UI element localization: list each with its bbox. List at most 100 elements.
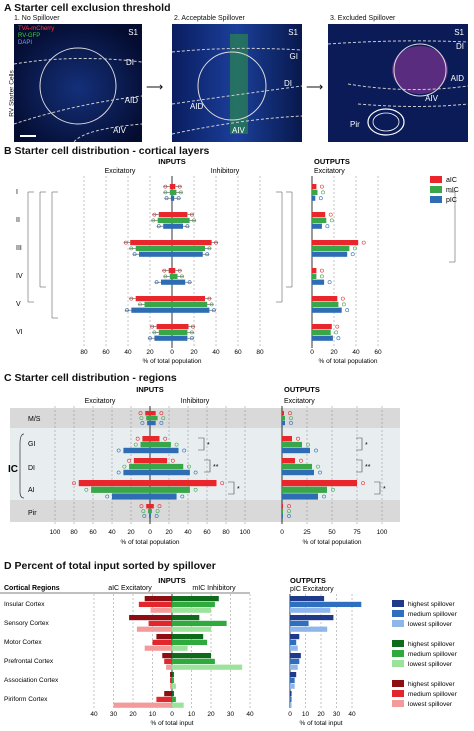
legend-swatch [392,690,404,697]
excitatory-label: Excitatory [105,168,136,175]
outputs-excitatory-label: Excitatory [314,168,345,175]
tick-label: 20 [146,349,154,356]
region-label: AIV [113,126,126,135]
region-label: DI [126,58,134,67]
row-label: AI [28,487,35,494]
arrow-icon: ⟶ [306,80,324,94]
bar-out-pIC [282,420,285,426]
tick-label: 20 [129,711,137,718]
tick-label: 20 [190,349,198,356]
significance-mark: * [383,486,386,493]
bar-out-aIC [282,504,283,509]
region-label: S1 [454,28,464,37]
bar-aic-1 [164,658,172,664]
data-point [287,504,291,509]
data-point [178,190,183,195]
bar-aic-1 [148,620,172,626]
data-point [319,184,324,189]
data-point [207,296,212,301]
region-label: GI [289,52,298,61]
ic-label: IC [8,464,18,475]
row-label: Pir [28,510,37,517]
tick-label: 40 [124,349,132,356]
legend-swatch [392,660,404,667]
arrow-icon: ⟶ [146,80,164,94]
row-label: M/S [28,416,41,423]
data-point [341,302,346,307]
bar-exc-pIC [112,493,150,500]
tick-label: 10 [149,711,157,718]
legend-mcherry: TVA-mCherry [18,26,55,32]
bar-aic-2 [136,626,172,632]
significance-bracket [356,459,363,473]
data-point [135,436,140,441]
bar-inh-mIC [172,245,205,251]
tick-label: 25 [303,529,311,536]
bar-out-mIC [282,415,285,421]
data-point [138,302,143,307]
data-point [325,224,330,229]
bar-mic-2 [172,683,176,689]
bar-mic-2 [172,607,211,613]
bar-out-pIC [282,447,310,454]
bar-out-mIC [282,463,312,470]
bar-aic-0 [144,596,172,602]
bar-out-pIC [312,307,342,313]
bar-out-aIC [312,296,338,302]
data-point [192,218,196,223]
tick-label: 20 [127,529,135,536]
data-point [129,246,134,251]
x-axis-label: % of total input [300,720,343,727]
bar-out-mIC [312,189,318,195]
region-label: AIV [232,126,245,135]
legend-swatch [392,650,404,657]
bar-mic-1 [172,658,215,664]
data-point [319,274,324,279]
inputs-header: INPUTS [158,157,186,166]
legend-label: lowest spillover [408,701,453,708]
data-point [150,324,155,329]
bar-exc-pIC [123,447,150,454]
legend-label: highest spillover [408,681,455,688]
tick-label: 20 [317,711,325,718]
bar-inh-pIC [150,513,151,519]
bar-mic-2 [172,626,211,632]
bar-inh-aIC [150,411,156,416]
significance-bracket [39,191,46,288]
region-label: Piriform Cortex [4,696,48,703]
data-point [334,330,339,335]
region-label: Sensory Cortex [4,620,50,627]
bar-aic-2 [144,645,172,651]
data-point [288,411,292,416]
bar-out-aIC [282,436,292,442]
legend-label: lowest spillover [408,661,453,668]
significance-bracket [198,437,205,451]
tick-label: 100 [240,529,251,536]
tick-label: 50 [328,529,336,536]
data-point [207,246,212,251]
tick-label: 40 [352,349,360,356]
bar-exc-mIC [157,217,172,223]
bar-aic-2 [150,607,172,613]
tick-label: 40 [246,711,254,718]
bar-aic-1 [152,639,172,645]
data-point [287,509,291,514]
bar-pic-0 [290,596,325,602]
bar-inh-pIC [172,279,186,285]
bar-exc-aIC [133,458,150,464]
tick-label: 10 [302,711,310,718]
data-point [328,212,333,217]
data-point [72,481,76,486]
bar-mic-0 [172,691,174,697]
bar-out-mIC [282,486,327,493]
bar-aic-0 [162,653,172,659]
region-label: Association Cortex [4,677,59,684]
bar-exc-pIC [149,513,150,519]
bar-out-mIC [312,273,317,279]
data-point [211,308,216,313]
tick-label: 40 [212,349,220,356]
tick-label: 100 [377,529,388,536]
data-point [314,448,318,453]
data-point [163,190,168,195]
bar-exc-aIC [145,411,150,416]
